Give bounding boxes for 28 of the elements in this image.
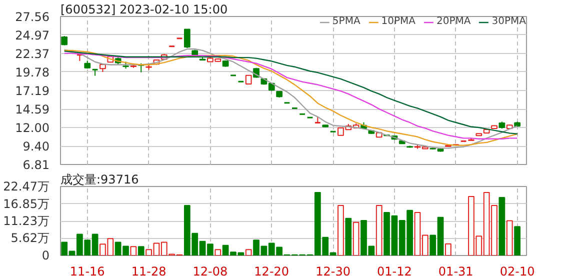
chart-title: 成交量:93716 — [60, 172, 139, 186]
legend-label: 5PMA — [332, 16, 360, 27]
y-tick-label: 16.85万 — [3, 196, 50, 211]
x-tick-label: 12-30 — [316, 264, 350, 276]
y-tick-label: 0 — [42, 248, 50, 262]
y-tick-label: 22.47万 — [3, 180, 50, 194]
x-tick-label: 11-16 — [70, 264, 105, 276]
y-tick-label: 27.56 — [15, 10, 50, 24]
y-tick-label: 6.81 — [22, 158, 50, 172]
legend-label: 30PMA — [492, 16, 526, 27]
y-tick-label: 24.97 — [15, 28, 50, 42]
x-tick-label: 01-12 — [377, 264, 412, 276]
y-tick-label: 17.19 — [15, 84, 50, 98]
legend-label: 20PMA — [436, 16, 471, 27]
legend-label: 10PMA — [381, 16, 416, 27]
y-tick-label: 5.62万 — [10, 231, 50, 246]
y-tick-label: 11.23万 — [3, 214, 50, 228]
y-tick-label: 12.00 — [15, 120, 50, 135]
y-tick-label: 9.40 — [22, 140, 50, 154]
x-tick-label: 01-31 — [438, 264, 474, 276]
x-tick-label: 02-10 — [500, 264, 535, 276]
x-tick-label: 12-08 — [192, 264, 228, 276]
chart-title: [600532] 2023-02-10 15:00 — [60, 2, 228, 16]
y-tick-label: 22.37 — [15, 47, 50, 62]
x-tick-label: 11-28 — [131, 264, 166, 276]
y-tick-label: 19.78 — [15, 65, 50, 80]
x-tick-label: 12-20 — [254, 264, 290, 276]
y-tick-label: 14.59 — [15, 102, 50, 117]
